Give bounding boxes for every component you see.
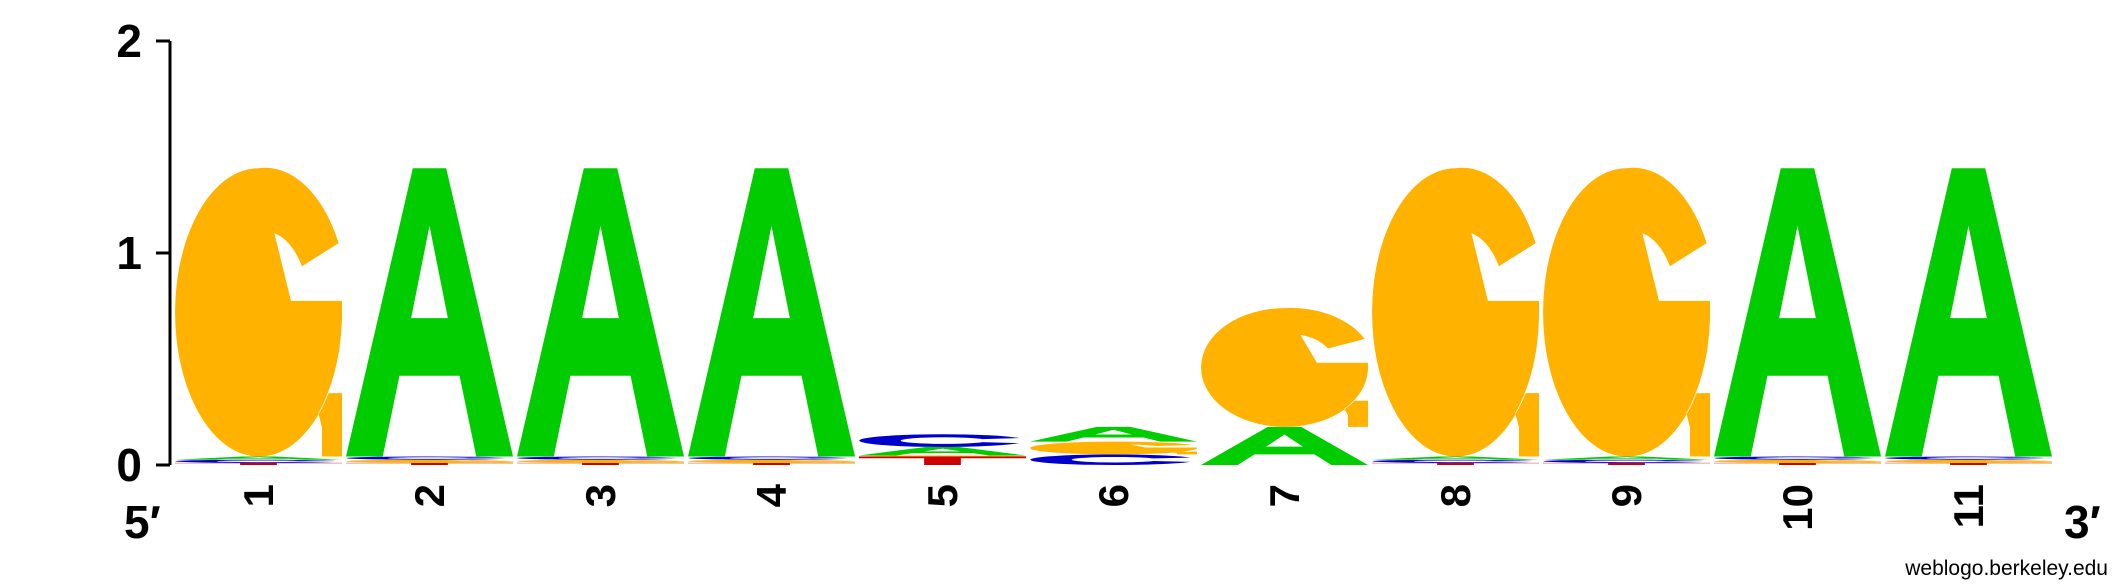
position-label-7: 7 bbox=[1261, 484, 1308, 507]
letter-T-pos-11 bbox=[1885, 462, 2052, 465]
letter-A-pos-8 bbox=[1372, 456, 1539, 460]
logo-column-10 bbox=[1714, 168, 1881, 465]
three-prime-label: 3′ bbox=[2064, 496, 2101, 548]
letter-G-pos-2 bbox=[346, 459, 513, 463]
letter-T-pos-1 bbox=[175, 462, 342, 465]
letter-stacks bbox=[175, 167, 2052, 465]
y-tick-label-0: 0 bbox=[116, 439, 142, 491]
letter-C-pos-1 bbox=[175, 459, 336, 463]
letter-A-pos-1 bbox=[175, 456, 342, 460]
letter-C-pos-9 bbox=[1543, 459, 1704, 463]
position-label-4: 4 bbox=[748, 483, 795, 507]
letter-T-pos-3 bbox=[517, 462, 684, 465]
letter-G-pos-4 bbox=[688, 459, 855, 463]
position-label-5: 5 bbox=[919, 484, 966, 507]
logo-column-11 bbox=[1885, 168, 2052, 465]
logo-column-2 bbox=[346, 168, 513, 465]
letter-A-pos-3 bbox=[517, 168, 684, 457]
logo-column-7 bbox=[1201, 307, 1368, 465]
logo-column-4 bbox=[688, 168, 855, 465]
letter-A-pos-7 bbox=[1201, 426, 1368, 465]
position-label-6: 6 bbox=[1090, 484, 1137, 507]
letter-G-pos-3 bbox=[517, 459, 684, 463]
logo-column-3 bbox=[517, 168, 684, 465]
letter-T-pos-5 bbox=[859, 456, 1026, 465]
letter-G-pos-9 bbox=[1543, 167, 1710, 457]
letter-C-pos-6 bbox=[1030, 454, 1191, 465]
letter-G-pos-8 bbox=[1372, 167, 1539, 457]
letter-C-pos-4 bbox=[688, 456, 849, 460]
letter-G-pos-7 bbox=[1201, 307, 1368, 427]
letter-T-pos-4 bbox=[688, 462, 855, 465]
position-label-8: 8 bbox=[1432, 484, 1479, 507]
position-label-11: 11 bbox=[1945, 484, 1992, 528]
y-axis: 2 1 0 bbox=[116, 15, 172, 491]
logo-column-6 bbox=[1030, 426, 1197, 465]
letter-A-pos-9 bbox=[1543, 456, 1710, 460]
logo-column-9 bbox=[1543, 167, 1710, 465]
letter-T-pos-8 bbox=[1372, 462, 1539, 465]
letter-T-pos-10 bbox=[1714, 462, 1881, 465]
letter-A-pos-10 bbox=[1714, 168, 1881, 457]
letter-G-pos-6 bbox=[1030, 441, 1197, 455]
letter-T-pos-2 bbox=[346, 462, 513, 465]
letter-C-pos-2 bbox=[346, 456, 507, 460]
five-prime-label: 5′ bbox=[124, 496, 161, 548]
y-tick-label-2: 2 bbox=[116, 15, 142, 67]
letter-T-pos-9 bbox=[1543, 462, 1710, 465]
letter-A-pos-2 bbox=[346, 168, 513, 457]
letter-C-pos-10 bbox=[1714, 456, 1875, 460]
position-labels: 1 2 3 4 5 6 7 8 9 10 11 bbox=[235, 483, 1992, 530]
letter-C-pos-8 bbox=[1372, 459, 1533, 463]
y-tick-label-1: 1 bbox=[116, 227, 142, 279]
letter-C-pos-3 bbox=[517, 456, 678, 460]
logo-column-1 bbox=[175, 167, 342, 465]
letter-G-pos-10 bbox=[1714, 459, 1881, 463]
letter-A-pos-4 bbox=[688, 168, 855, 457]
letter-A-pos-6 bbox=[1030, 426, 1197, 442]
position-label-9: 9 bbox=[1603, 484, 1650, 507]
letter-A-pos-5 bbox=[859, 446, 1026, 456]
letter-C-pos-11 bbox=[1885, 456, 2046, 460]
letter-A-pos-11 bbox=[1885, 168, 2052, 457]
position-label-10: 10 bbox=[1774, 484, 1821, 531]
letter-G-pos-11 bbox=[1885, 459, 2052, 463]
position-label-2: 2 bbox=[406, 484, 453, 507]
logo-column-8 bbox=[1372, 167, 1539, 465]
logo-column-5 bbox=[859, 434, 1026, 465]
position-label-3: 3 bbox=[577, 484, 624, 507]
letter-G-pos-5 bbox=[859, 455, 1026, 457]
letter-G-pos-1 bbox=[175, 167, 342, 457]
letter-C-pos-5 bbox=[859, 434, 1020, 447]
footer-credit: weblogo.berkeley.edu bbox=[1904, 557, 2108, 580]
position-label-1: 1 bbox=[235, 484, 282, 507]
